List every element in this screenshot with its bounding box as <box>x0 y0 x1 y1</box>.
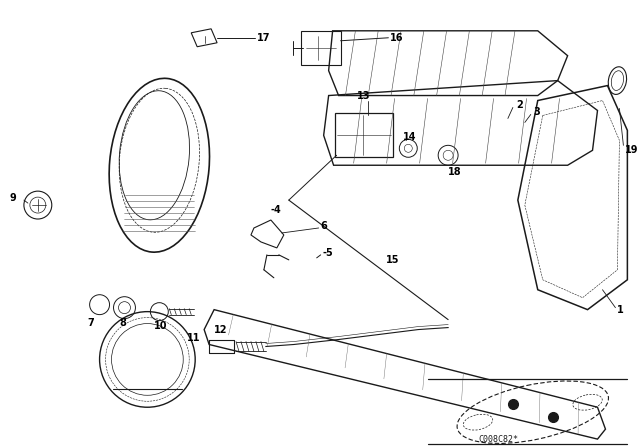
Text: 18: 18 <box>448 167 461 177</box>
Text: 16: 16 <box>390 33 404 43</box>
Text: -5: -5 <box>323 248 333 258</box>
Text: 19: 19 <box>625 145 639 155</box>
Text: 2: 2 <box>516 100 523 111</box>
Text: 6: 6 <box>321 221 328 231</box>
Text: -4: -4 <box>271 205 282 215</box>
Text: 9: 9 <box>10 193 17 203</box>
Text: 11: 11 <box>188 332 201 343</box>
Text: 8: 8 <box>120 318 126 327</box>
Text: 7: 7 <box>88 318 94 327</box>
Text: 17: 17 <box>257 33 271 43</box>
Text: 15: 15 <box>387 255 400 265</box>
Text: 3: 3 <box>534 108 541 117</box>
Text: 10: 10 <box>154 321 168 331</box>
Text: 14: 14 <box>403 132 417 142</box>
Text: 12: 12 <box>214 324 228 335</box>
Text: C008C82*: C008C82* <box>478 435 518 444</box>
Text: 13: 13 <box>356 90 370 100</box>
Text: 1: 1 <box>618 305 624 314</box>
